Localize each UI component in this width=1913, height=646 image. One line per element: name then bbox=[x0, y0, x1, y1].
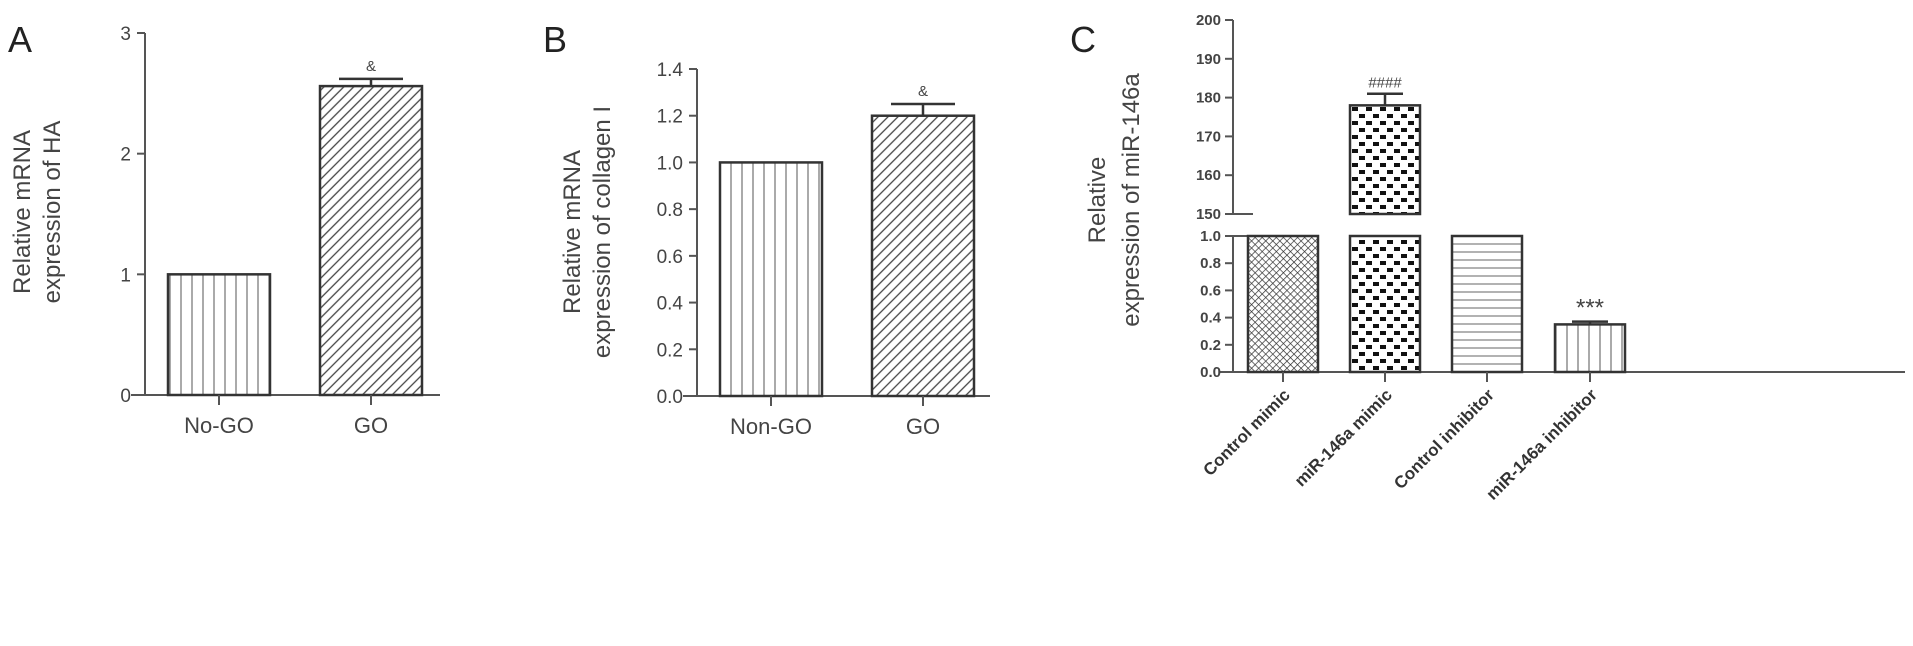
y-tick-label: 0.0 bbox=[657, 387, 683, 408]
y-axis-label-line: expression of collagen I bbox=[589, 106, 616, 358]
y-axis-label-line: Relative bbox=[1084, 157, 1111, 244]
y-tick-label: 0.0 bbox=[1200, 364, 1221, 381]
y-axis-label: Relative mRNA expression of HA bbox=[9, 121, 66, 304]
y-tick-label: 1.0 bbox=[1200, 228, 1221, 245]
bar bbox=[166, 273, 272, 397]
y-tick-label: 1.0 bbox=[657, 153, 683, 174]
bar bbox=[318, 84, 424, 397]
panel-B: B Relative mRNA expression of collagen I 0.… bbox=[543, 19, 990, 439]
y-tick-label: 0.2 bbox=[657, 340, 683, 361]
y-tick-label: 2 bbox=[120, 145, 131, 166]
x-tick-label: No-GO bbox=[184, 413, 254, 438]
y-tick-label: 1.4 bbox=[657, 60, 684, 81]
x-tick-label: miR-146a inhibitor bbox=[1483, 385, 1602, 504]
bar-upper-segment bbox=[1348, 104, 1422, 216]
x-tick-label: GO bbox=[354, 413, 388, 438]
bar bbox=[1553, 323, 1627, 374]
x-tick-label: Control inhibitor bbox=[1390, 385, 1498, 493]
y-axis-label: Relative mRNA expression of collagen I bbox=[559, 106, 616, 358]
bar bbox=[1246, 234, 1320, 374]
panel-letter: B bbox=[543, 19, 567, 60]
x-tick-label: GO bbox=[906, 414, 940, 439]
significance-annotation: & bbox=[366, 58, 376, 75]
panel-letter: A bbox=[8, 19, 32, 60]
y-axis-label: Relative expression of miR-146a bbox=[1084, 73, 1145, 327]
y-tick-label: 0.6 bbox=[1200, 282, 1221, 299]
y-tick-label: 160 bbox=[1196, 167, 1221, 184]
bar bbox=[870, 114, 976, 398]
y-tick-label: 200 bbox=[1196, 12, 1221, 29]
y-tick-label: 170 bbox=[1196, 128, 1221, 145]
y-axis-label-line: expression of miR-146a bbox=[1118, 73, 1145, 327]
y-tick-label: 0.8 bbox=[1200, 255, 1221, 272]
panel-A: A Relative mRNA expression of HA 0 1 2 3 No-GO G… bbox=[8, 19, 440, 438]
panel-C: C Relative expression of miR-146a 150 160 170… bbox=[1070, 12, 1905, 504]
panel-letter: C bbox=[1070, 19, 1096, 60]
y-tick-label: 0.4 bbox=[657, 294, 684, 315]
x-tick-label: Control mimic bbox=[1200, 385, 1294, 479]
y-tick-label: 190 bbox=[1196, 51, 1221, 68]
y-tick-label: 0.8 bbox=[657, 200, 683, 221]
y-tick-label: 150 bbox=[1196, 206, 1221, 223]
y-tick-label: 3 bbox=[120, 24, 131, 45]
y-axis-label-line: Relative mRNA bbox=[559, 150, 586, 314]
bar bbox=[718, 161, 824, 398]
y-tick-label: 0 bbox=[120, 386, 131, 407]
x-tick-label: Non-GO bbox=[730, 414, 812, 439]
significance-annotation: #### bbox=[1368, 75, 1402, 92]
y-axis-label-line: Relative mRNA bbox=[9, 130, 36, 294]
x-tick-label: miR-146a mimic bbox=[1291, 385, 1396, 490]
y-tick-label: 0.6 bbox=[657, 247, 683, 268]
y-tick-label: 180 bbox=[1196, 90, 1221, 107]
y-tick-label: 1 bbox=[120, 265, 131, 286]
y-tick-label: 1.2 bbox=[657, 107, 683, 128]
y-axis-label-line: expression of HA bbox=[39, 121, 66, 304]
bar-lower-segment bbox=[1348, 234, 1422, 374]
significance-annotation: *** bbox=[1576, 295, 1604, 322]
significance-annotation: & bbox=[918, 83, 928, 100]
y-tick-label: 0.4 bbox=[1200, 310, 1222, 327]
bar bbox=[1450, 234, 1524, 374]
y-tick-label: 0.2 bbox=[1200, 337, 1221, 354]
